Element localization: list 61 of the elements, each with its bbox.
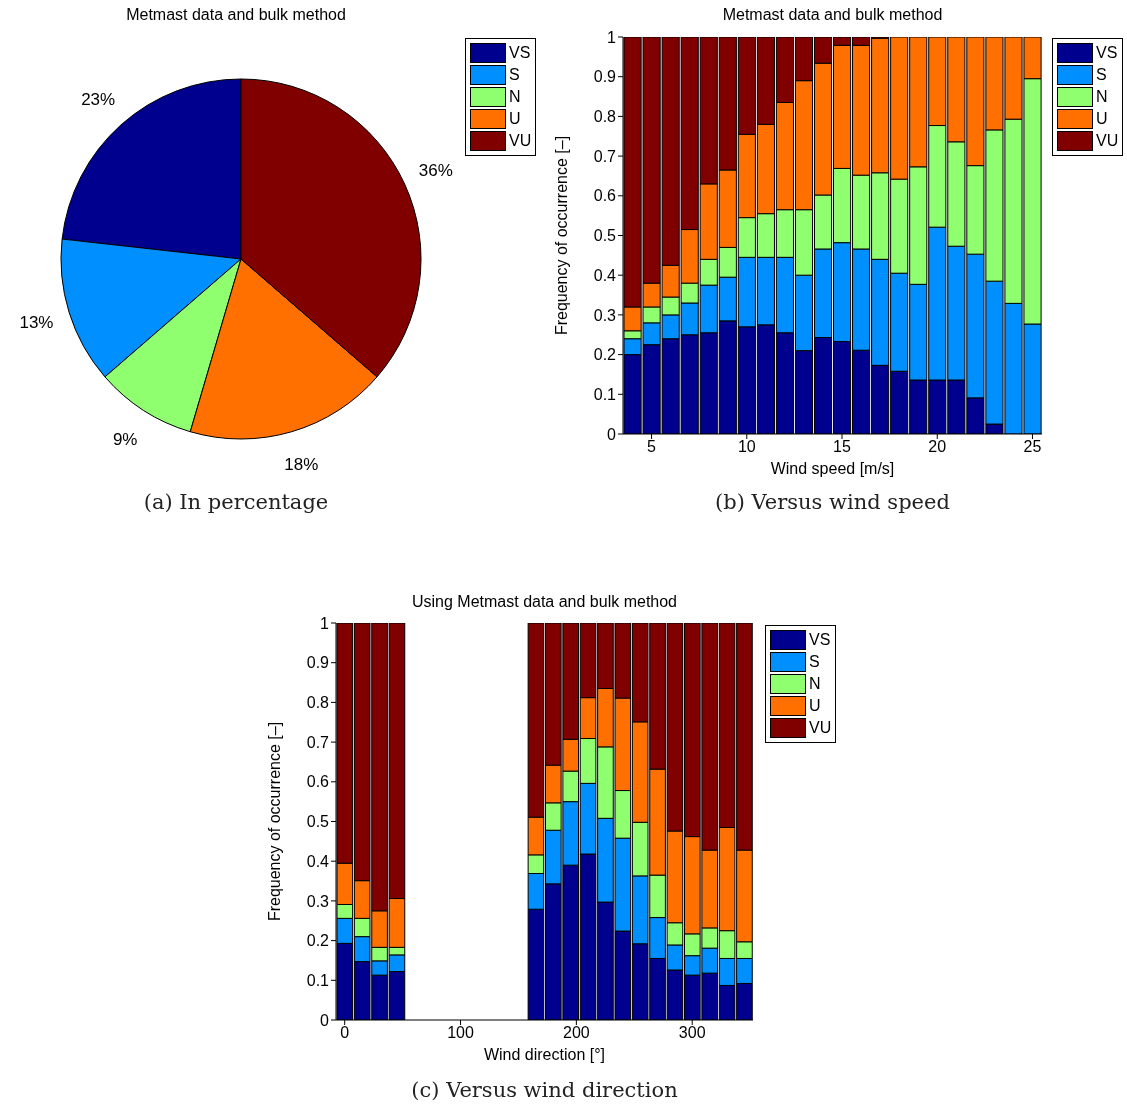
y-axis-title: Frequency of occurrence [–] (552, 135, 570, 336)
legend-label: VU (509, 132, 532, 150)
legend-label: N (509, 88, 521, 106)
y-tick-label: 0.6 (593, 187, 617, 205)
x-tick-label: 100 (447, 1024, 474, 1042)
chart-title: Metmast data and bulk method (125, 6, 347, 24)
legend-label: N (809, 675, 821, 693)
legend-label: N (1096, 88, 1108, 106)
y-tick-label: 0.5 (306, 813, 330, 831)
y-tick-label: 0.8 (306, 694, 330, 712)
x-tick-label: 0 (340, 1024, 350, 1042)
x-tick-label: 20 (928, 438, 947, 456)
x-axis-title: Wind direction [°] (483, 1046, 606, 1063)
legend-label: VU (1096, 132, 1119, 150)
y-tick-label: 0.9 (306, 654, 330, 672)
y-tick-label: 0.1 (593, 385, 617, 403)
data-label: 23% (81, 89, 116, 109)
data-label: 18% (284, 455, 319, 475)
y-tick-label: 0.6 (306, 773, 330, 791)
data-label: 9% (112, 429, 138, 449)
x-tick-label: 15 (833, 438, 852, 456)
y-tick-label: 0.1 (306, 971, 330, 989)
y-tick-label: 0.7 (593, 147, 617, 165)
legend-label: VS (1096, 44, 1118, 62)
x-tick-label: 5 (647, 438, 657, 456)
legend-label: S (1096, 66, 1107, 84)
text: (b) Versus wind speed (714, 490, 951, 514)
y-tick-label: 0.2 (593, 346, 617, 364)
text: (a) In percentage (142, 490, 330, 514)
x-tick-label: 25 (1023, 438, 1042, 456)
y-tick-label: 1 (320, 614, 330, 632)
chart-title: Metmast data and bulk method (721, 6, 944, 24)
legend-label: U (809, 697, 821, 715)
legend-label: S (509, 66, 520, 84)
y-tick-label: 0 (320, 1011, 330, 1029)
y-tick-label: 0.7 (306, 733, 330, 751)
legend-label: U (509, 110, 521, 128)
y-tick-label: 0 (607, 425, 617, 443)
data-label: 36% (418, 160, 453, 180)
y-tick-label: 0.4 (306, 852, 330, 870)
y-axis-title: Frequency of occurrence [–] (265, 721, 283, 922)
data-label: 13% (19, 313, 54, 333)
y-tick-label: 1 (607, 28, 617, 46)
x-tick-label: 300 (678, 1024, 706, 1042)
y-tick-label: 0.3 (593, 306, 617, 324)
x-axis-title: Wind speed [m/s] (770, 460, 895, 477)
legend-label: VS (509, 44, 531, 62)
legend-label: VS (809, 631, 831, 649)
y-tick-label: 0.4 (593, 266, 617, 284)
legend-label: U (1096, 110, 1108, 128)
y-tick-label: 0.8 (593, 108, 617, 126)
y-tick-label: 0.5 (593, 227, 617, 245)
y-tick-label: 0.9 (593, 68, 617, 86)
x-tick-label: 10 (737, 438, 756, 456)
y-tick-label: 0.3 (306, 892, 330, 910)
x-tick-label: 200 (563, 1024, 590, 1042)
text: (c) Versus wind direction (410, 1078, 679, 1102)
legend-label: S (809, 653, 820, 671)
y-tick-label: 0.2 (306, 932, 330, 950)
chart-title: Using Metmast data and bulk method (411, 593, 678, 611)
legend-label: VU (809, 719, 832, 737)
